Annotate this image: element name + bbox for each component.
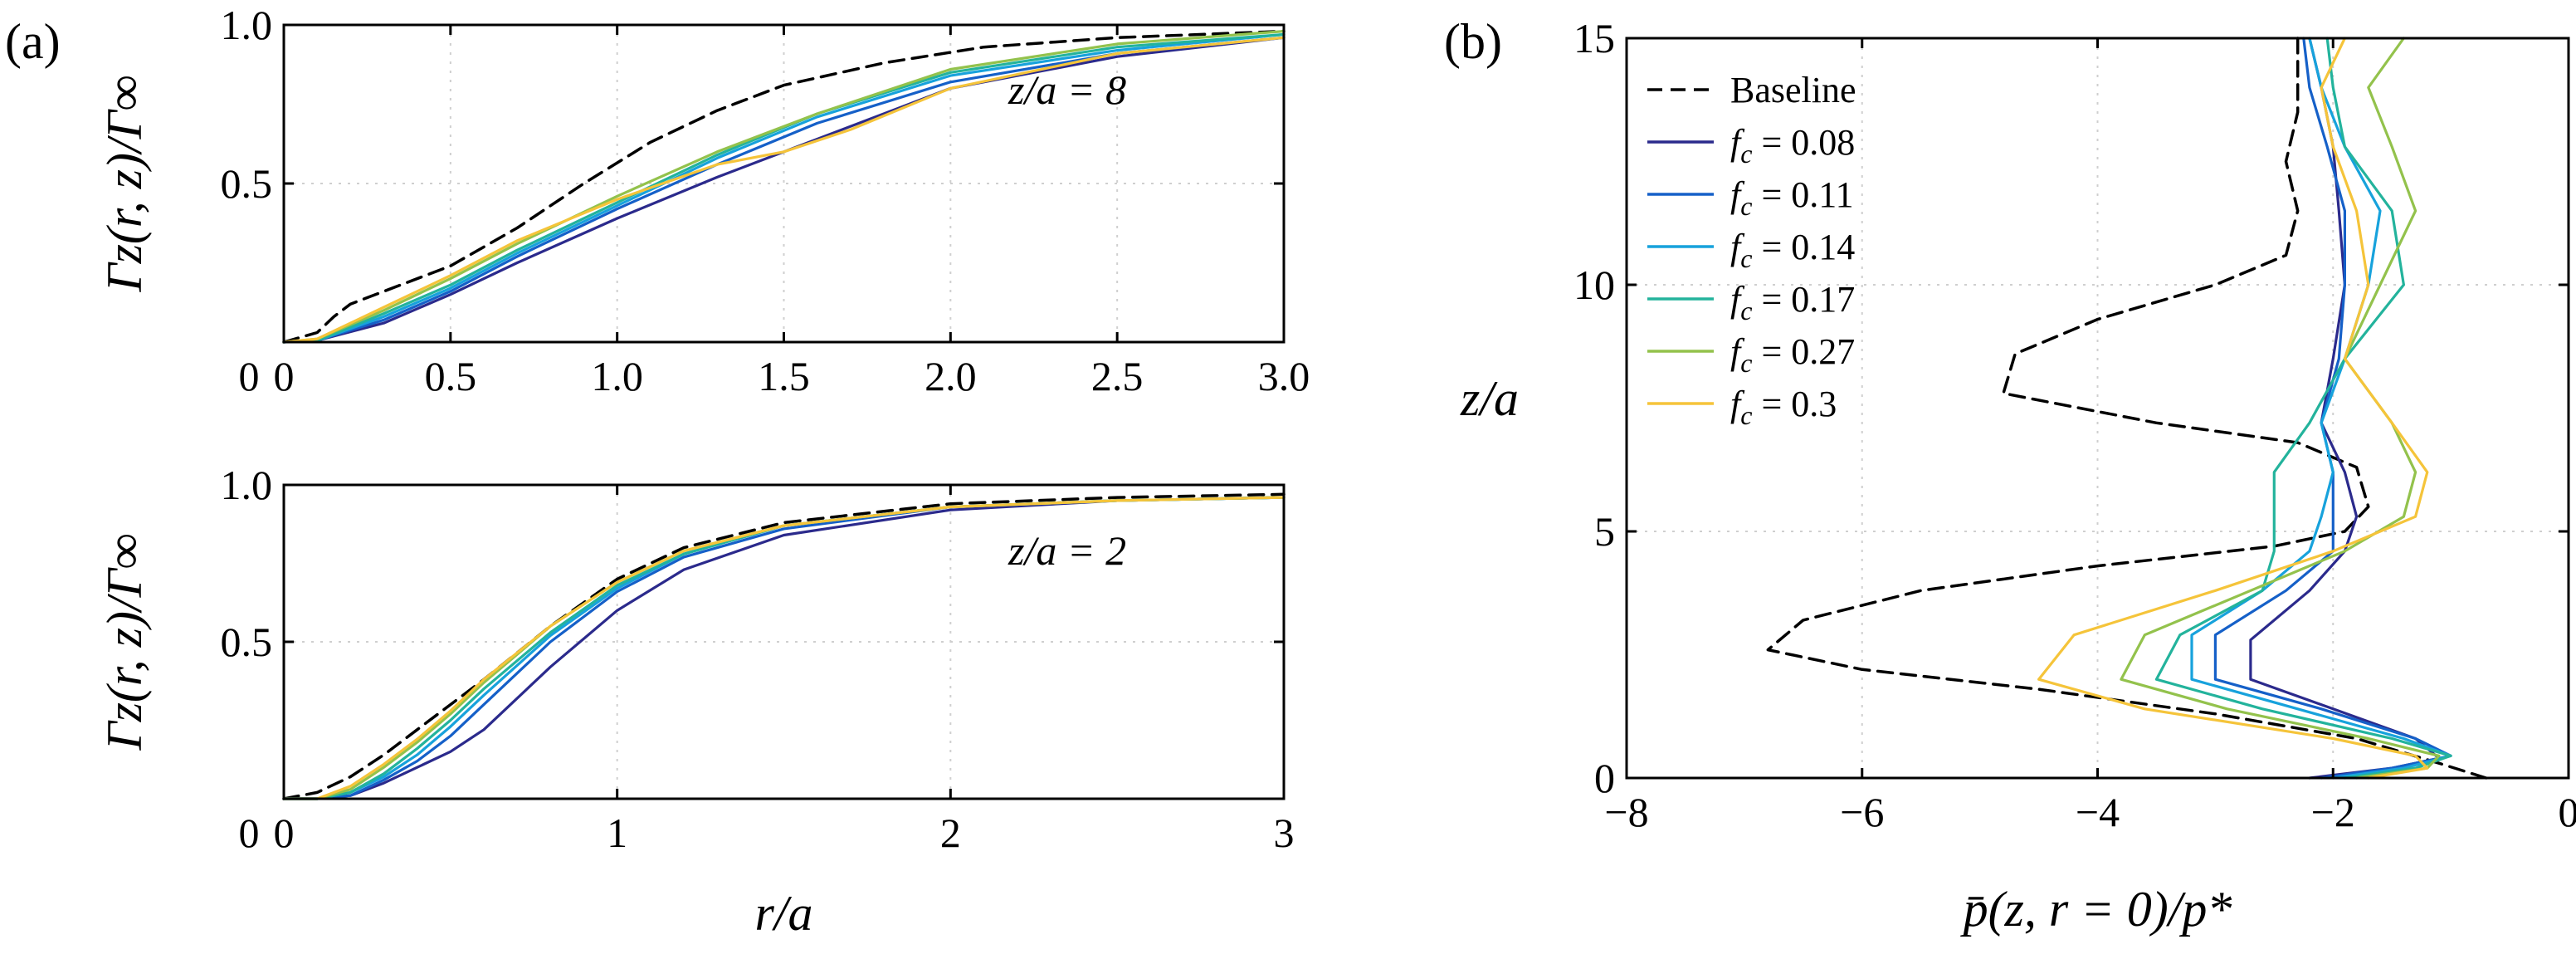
x-tick-label: 1.5 — [758, 353, 810, 399]
panel-label-a: (a) — [5, 14, 61, 69]
plots: 0 0.5 1.0 1.5 2.0 2.5 3.0 0.5 1.0 0 Γz(r, z)/Γ∞ z/a… — [97, 2, 2576, 941]
series-line-f-c-0-27 — [2120, 37, 2441, 780]
x-tick-label: −2 — [2311, 789, 2355, 835]
legend-label-f-c-0-08: fc = 0.08 — [1730, 122, 1855, 169]
y-tick-label: 10 — [1573, 262, 1615, 308]
annotation-label: z/a = 8 — [1007, 66, 1126, 113]
x-tick-label: −4 — [2076, 789, 2120, 835]
series-line-f-c-0-27 — [282, 496, 1286, 800]
series-line-baseline — [282, 29, 1286, 344]
x-tick-label: 0.5 — [425, 353, 477, 399]
y-tick-label: 1.0 — [221, 462, 273, 508]
series-line-f-c-0-11 — [2213, 37, 2452, 780]
x-tick-label: 0 — [2559, 789, 2576, 835]
series-line-f-c-0-14 — [282, 32, 1286, 344]
x-tick-label: 0 — [274, 810, 295, 856]
y-axis-label: Γz(r, z)/Γ∞ — [97, 533, 152, 751]
chart-b: −8 −6 −4 −2 0 0 5 10 15 z/a p̄(z, r = 0)/p* Baselin… — [1460, 15, 2576, 937]
legend-label-f-c-0-11: fc = 0.11 — [1730, 174, 1854, 221]
x-axis-label: p̄(z, r = 0)/p* — [1960, 882, 2232, 937]
series-line-baseline — [1766, 37, 2488, 780]
y-axis-label: Γz(r, z)/Γ∞ — [97, 75, 152, 292]
annotation-label: z/a = 2 — [1007, 527, 1126, 574]
x-tick-label: 1 — [607, 810, 627, 856]
legend-label-f-c-0-17: fc = 0.17 — [1730, 279, 1855, 325]
y-tick-label: 1.0 — [221, 2, 273, 48]
series-line-f-c-0-11 — [282, 496, 1286, 800]
x-tick-label: 2.0 — [925, 353, 977, 399]
series-line-f-c-0-3 — [282, 496, 1286, 800]
chart-a_top: 0 0.5 1.0 1.5 2.0 2.5 3.0 0.5 1.0 0 Γz(r, z)/Γ∞ z/a… — [97, 2, 1310, 399]
series-line-f-c-0-27 — [282, 29, 1286, 344]
series-line-f-c-0-17 — [2154, 37, 2452, 780]
x-tick-label: −8 — [1604, 789, 1648, 835]
series-line-f-c-0-17 — [282, 496, 1286, 800]
x-axis-label: r/a — [754, 886, 812, 941]
x-tick-label: 2.5 — [1091, 353, 1144, 399]
series-line-f-c-0-08 — [282, 496, 1286, 800]
y-axis-label: z/a — [1460, 371, 1519, 426]
x-tick-label: 2 — [940, 810, 961, 856]
series-line-f-c-0-14 — [2190, 37, 2452, 780]
x-tick-label: 0 — [239, 353, 260, 399]
y-tick-label: 0 — [1594, 755, 1615, 801]
x-tick-label: 3 — [1274, 810, 1295, 856]
legend-label-f-c-0-14: fc = 0.14 — [1730, 227, 1855, 273]
y-tick-label: 15 — [1573, 15, 1615, 61]
y-tick-label: 0.5 — [221, 619, 273, 665]
legend-label-baseline: Baseline — [1730, 70, 1856, 110]
series-line-f-c-0-3 — [282, 36, 1286, 344]
series-line-f-c-0-3 — [2037, 37, 2429, 780]
series-line-f-c-0-17 — [282, 32, 1286, 344]
x-tick-label: −6 — [1840, 789, 1884, 835]
y-tick-label: 5 — [1594, 508, 1615, 555]
x-tick-label: 0 — [274, 353, 295, 399]
x-tick-label: 0 — [239, 810, 260, 856]
series-line-baseline — [282, 492, 1286, 800]
x-tick-label: 1.0 — [591, 353, 643, 399]
legend-label-f-c-0-3: fc = 0.3 — [1730, 384, 1837, 430]
x-tick-label: 3.0 — [1258, 353, 1310, 399]
panel-label-b: (b) — [1444, 14, 1502, 69]
series-line-f-c-0-14 — [282, 496, 1286, 800]
series-line-f-c-0-11 — [282, 36, 1286, 344]
legend: Baseline fc = 0.08 fc = 0.11 fc = 0.14 fc = … — [1647, 70, 1856, 430]
y-tick-label: 0.5 — [221, 160, 273, 207]
chart-a_bottom: 0 1 2 3 0.5 1.0 0 Γz(r, z)/Γ∞ r/a z/a = 2 — [97, 462, 1295, 941]
legend-label-f-c-0-27: fc = 0.27 — [1730, 331, 1855, 378]
